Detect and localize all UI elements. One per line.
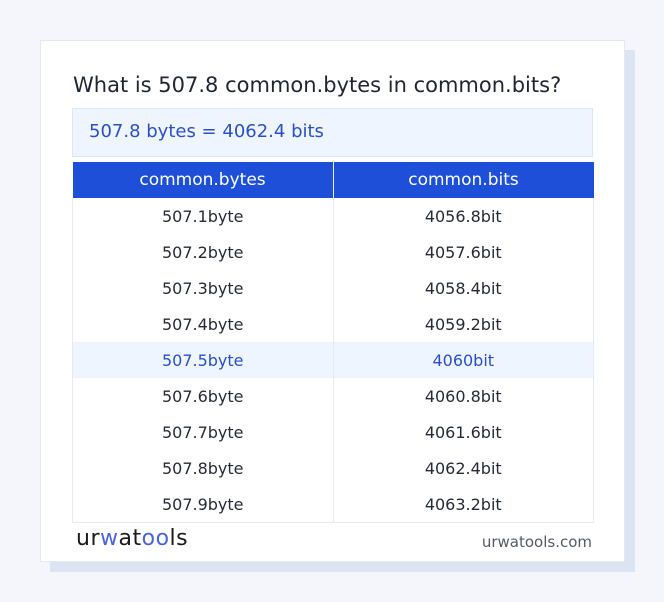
table-row: 507.4byte 4059.2bit bbox=[72, 306, 594, 342]
table-row: 507.5byte 4060bit bbox=[72, 342, 594, 378]
column-header-bits: common.bits bbox=[332, 162, 594, 198]
bits-cell: 4063.2bit bbox=[332, 486, 594, 523]
page-title: What is 507.8 common.bytes in common.bit… bbox=[73, 73, 562, 97]
bits-cell: 4058.4bit bbox=[332, 270, 594, 306]
bytes-cell: 507.9byte bbox=[72, 486, 334, 523]
result-box: 507.8 bytes = 4062.4 bits bbox=[72, 108, 593, 157]
bits-cell: 4061.6bit bbox=[332, 414, 594, 450]
table-row: 507.7byte 4061.6bit bbox=[72, 414, 594, 450]
urwatools-logo[interactable]: urwatools bbox=[76, 526, 189, 551]
site-link[interactable]: urwatools.com bbox=[481, 533, 592, 551]
table-row: 507.9byte 4063.2bit bbox=[72, 486, 594, 523]
bytes-cell: 507.2byte bbox=[72, 234, 334, 270]
table-row: 507.6byte 4060.8bit bbox=[72, 378, 594, 414]
converter-card: What is 507.8 common.bytes in common.bit… bbox=[40, 40, 625, 562]
result-text: 507.8 bytes = 4062.4 bits bbox=[89, 121, 324, 142]
bits-cell: 4060.8bit bbox=[332, 378, 594, 414]
bytes-cell: 507.5byte bbox=[72, 342, 334, 378]
bits-cell: 4062.4bit bbox=[332, 450, 594, 486]
bytes-cell: 507.3byte bbox=[72, 270, 334, 306]
bits-cell: 4056.8bit bbox=[332, 198, 594, 234]
table-row: 507.8byte 4062.4bit bbox=[72, 450, 594, 486]
table-row: 507.1byte 4056.8bit bbox=[72, 198, 594, 234]
table-row: 507.3byte 4058.4bit bbox=[72, 270, 594, 306]
table-row: 507.2byte 4057.6bit bbox=[72, 234, 594, 270]
bytes-cell: 507.6byte bbox=[72, 378, 334, 414]
bits-cell: 4059.2bit bbox=[332, 306, 594, 342]
bits-cell: 4057.6bit bbox=[332, 234, 594, 270]
column-header-bytes: common.bytes bbox=[72, 162, 333, 198]
bytes-cell: 507.4byte bbox=[72, 306, 334, 342]
bytes-cell: 507.7byte bbox=[72, 414, 334, 450]
conversion-table: common.bytes common.bits 507.1byte 4056.8… bbox=[72, 162, 594, 523]
bytes-cell: 507.8byte bbox=[72, 450, 334, 486]
bytes-cell: 507.1byte bbox=[72, 198, 334, 234]
bits-cell: 4060bit bbox=[332, 342, 594, 378]
